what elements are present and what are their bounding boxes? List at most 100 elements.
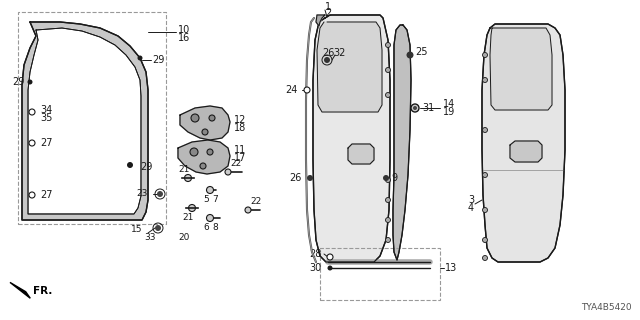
Text: 12: 12 — [234, 115, 246, 125]
Text: 15: 15 — [131, 226, 142, 235]
Circle shape — [483, 207, 488, 212]
Circle shape — [307, 175, 313, 181]
Circle shape — [29, 109, 35, 115]
Circle shape — [385, 43, 390, 47]
Text: 7: 7 — [212, 196, 218, 204]
Circle shape — [328, 266, 333, 270]
Text: TYA4B5420: TYA4B5420 — [581, 303, 632, 312]
Text: 17: 17 — [234, 153, 246, 163]
Text: 6: 6 — [203, 223, 209, 233]
Circle shape — [190, 148, 198, 156]
Polygon shape — [510, 141, 542, 162]
Circle shape — [483, 127, 488, 132]
Circle shape — [207, 187, 214, 194]
Circle shape — [29, 192, 35, 198]
Text: 4: 4 — [468, 203, 474, 213]
Text: 21: 21 — [179, 165, 189, 174]
Text: 19: 19 — [443, 107, 455, 117]
Circle shape — [483, 172, 488, 178]
Circle shape — [327, 254, 333, 260]
Circle shape — [411, 104, 419, 112]
Polygon shape — [180, 106, 230, 140]
Text: 8: 8 — [212, 223, 218, 233]
Circle shape — [28, 79, 33, 84]
Text: 34: 34 — [40, 105, 52, 115]
Text: 30: 30 — [310, 263, 322, 273]
Bar — [18, 12, 166, 224]
Circle shape — [184, 174, 191, 181]
Circle shape — [483, 52, 488, 58]
Circle shape — [200, 163, 206, 169]
Circle shape — [29, 140, 35, 146]
Circle shape — [483, 237, 488, 243]
Circle shape — [385, 218, 390, 222]
Circle shape — [207, 214, 214, 221]
Text: 16: 16 — [178, 33, 190, 43]
Text: 3: 3 — [468, 195, 474, 205]
Text: 21: 21 — [182, 213, 194, 222]
Circle shape — [406, 52, 413, 59]
Text: 29: 29 — [140, 162, 152, 172]
Circle shape — [385, 178, 390, 182]
Polygon shape — [10, 282, 30, 298]
Polygon shape — [482, 24, 565, 262]
Circle shape — [191, 114, 199, 122]
Text: 22: 22 — [250, 197, 261, 206]
Circle shape — [245, 207, 251, 213]
Text: 25: 25 — [415, 47, 428, 57]
Text: 13: 13 — [445, 263, 457, 273]
Circle shape — [207, 149, 213, 155]
Circle shape — [385, 237, 390, 243]
Circle shape — [304, 87, 310, 93]
Circle shape — [385, 68, 390, 73]
Circle shape — [157, 191, 163, 197]
Text: 20: 20 — [178, 234, 189, 243]
Circle shape — [413, 106, 417, 110]
Text: 26: 26 — [322, 48, 334, 58]
Circle shape — [324, 57, 330, 63]
Polygon shape — [28, 28, 141, 214]
Text: 35: 35 — [40, 113, 52, 123]
Text: 14: 14 — [443, 99, 455, 109]
Text: 22: 22 — [230, 159, 241, 169]
Circle shape — [155, 225, 161, 231]
Polygon shape — [313, 15, 390, 262]
Polygon shape — [316, 15, 325, 26]
Bar — [320, 248, 440, 300]
Text: 10: 10 — [178, 25, 190, 35]
Circle shape — [209, 115, 215, 121]
Circle shape — [385, 197, 390, 203]
Text: 28: 28 — [310, 249, 322, 259]
Text: 27: 27 — [40, 190, 52, 200]
Circle shape — [202, 129, 208, 135]
Polygon shape — [178, 140, 230, 174]
Polygon shape — [393, 25, 411, 260]
Text: 1: 1 — [325, 2, 331, 12]
Circle shape — [385, 92, 390, 98]
Text: 9: 9 — [391, 173, 397, 183]
Polygon shape — [317, 22, 382, 112]
Text: 31: 31 — [422, 103, 435, 113]
Text: 29: 29 — [12, 77, 24, 87]
Text: 2: 2 — [325, 8, 332, 18]
Polygon shape — [490, 28, 552, 110]
Text: FR.: FR. — [33, 286, 52, 296]
Polygon shape — [22, 22, 148, 220]
Text: 18: 18 — [234, 123, 246, 133]
Text: 23: 23 — [136, 189, 148, 198]
Circle shape — [189, 204, 195, 212]
Text: 29: 29 — [152, 55, 164, 65]
Circle shape — [225, 169, 231, 175]
Circle shape — [483, 255, 488, 260]
Text: 11: 11 — [234, 145, 246, 155]
Circle shape — [383, 175, 389, 181]
Circle shape — [127, 162, 133, 168]
Circle shape — [138, 55, 143, 60]
Text: 32: 32 — [333, 48, 346, 58]
Text: 5: 5 — [203, 196, 209, 204]
Text: 27: 27 — [40, 138, 52, 148]
Text: 33: 33 — [144, 234, 156, 243]
Text: 24: 24 — [285, 85, 298, 95]
Text: 26: 26 — [290, 173, 302, 183]
Circle shape — [483, 77, 488, 83]
